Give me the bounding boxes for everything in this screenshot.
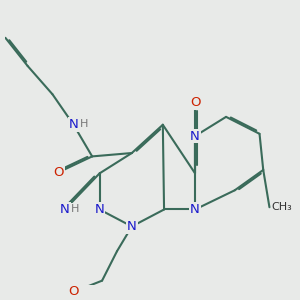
Text: H: H [71, 204, 80, 214]
Text: N: N [95, 203, 104, 216]
Text: N: N [127, 220, 137, 233]
Text: N: N [190, 130, 200, 142]
Text: N: N [190, 203, 200, 216]
Text: O: O [68, 286, 79, 298]
Text: N: N [69, 118, 78, 131]
Text: O: O [53, 166, 64, 179]
Text: H: H [80, 119, 88, 129]
Text: O: O [190, 96, 200, 109]
Text: CH₃: CH₃ [272, 202, 292, 212]
Text: N: N [60, 203, 70, 216]
